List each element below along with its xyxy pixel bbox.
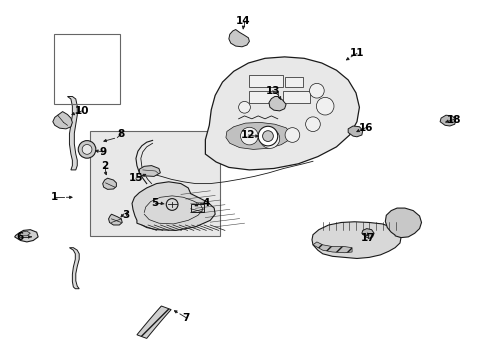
Polygon shape <box>311 222 400 258</box>
Text: 12: 12 <box>241 130 255 140</box>
Polygon shape <box>439 115 455 126</box>
Text: 14: 14 <box>236 16 250 26</box>
Circle shape <box>82 144 92 154</box>
Text: 6: 6 <box>16 232 23 242</box>
Polygon shape <box>347 126 362 137</box>
Polygon shape <box>67 96 77 170</box>
Polygon shape <box>361 229 373 238</box>
Text: 9: 9 <box>99 147 106 157</box>
Bar <box>190 204 204 212</box>
Bar <box>249 75 282 87</box>
Polygon shape <box>132 182 215 230</box>
Polygon shape <box>137 306 171 338</box>
Bar <box>90 131 220 236</box>
Circle shape <box>166 199 178 210</box>
Polygon shape <box>205 57 359 170</box>
Text: 5: 5 <box>151 198 158 208</box>
Circle shape <box>78 141 96 158</box>
Circle shape <box>285 128 299 142</box>
Bar <box>284 77 303 87</box>
Text: 7: 7 <box>182 312 189 323</box>
Text: 11: 11 <box>349 48 364 58</box>
Text: 13: 13 <box>265 86 280 96</box>
Polygon shape <box>312 242 351 253</box>
Bar <box>249 91 277 103</box>
Polygon shape <box>268 96 285 111</box>
Circle shape <box>240 127 258 145</box>
Polygon shape <box>108 214 122 225</box>
Polygon shape <box>69 248 79 289</box>
Polygon shape <box>385 208 421 238</box>
Circle shape <box>258 126 277 146</box>
Polygon shape <box>53 112 72 129</box>
Text: 18: 18 <box>446 114 460 125</box>
Polygon shape <box>15 230 38 242</box>
Circle shape <box>262 131 273 141</box>
Text: 2: 2 <box>102 161 108 171</box>
Bar <box>54 34 120 104</box>
Polygon shape <box>20 231 30 236</box>
Text: 4: 4 <box>202 198 210 208</box>
Circle shape <box>260 129 279 148</box>
Text: 10: 10 <box>75 106 89 116</box>
Text: 16: 16 <box>358 123 372 133</box>
Polygon shape <box>102 178 116 189</box>
Polygon shape <box>228 30 249 47</box>
Circle shape <box>238 102 250 113</box>
Bar <box>282 91 309 103</box>
Text: 1: 1 <box>51 192 58 202</box>
Polygon shape <box>139 166 160 176</box>
Text: 8: 8 <box>118 129 124 139</box>
Text: 15: 15 <box>128 173 143 183</box>
Circle shape <box>309 84 324 98</box>
Circle shape <box>316 98 333 115</box>
Text: 17: 17 <box>360 233 374 243</box>
Polygon shape <box>225 122 290 149</box>
Text: 3: 3 <box>122 210 129 220</box>
Circle shape <box>305 117 320 131</box>
